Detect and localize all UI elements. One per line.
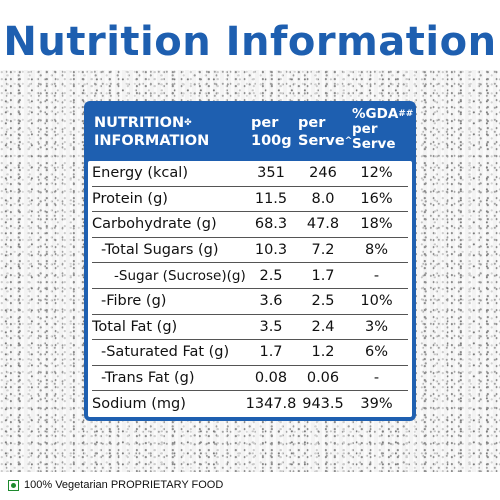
table-row: Total Fat (g) 3.5 2.4 3%	[92, 315, 408, 341]
footer: 100% Vegetarian PROPRIETARY FOOD	[8, 472, 498, 498]
value-per-100g: 11.5	[254, 190, 288, 207]
header-name-line2: INFORMATION	[94, 133, 210, 149]
header-gda-line3: Serve	[352, 136, 396, 152]
value-gda: 8%	[364, 242, 388, 259]
nutrient-name: Carbohydrate (g)	[92, 216, 217, 233]
header-serve-line1: per	[298, 115, 326, 131]
nutrient-name: -Trans Fat (g)	[101, 370, 195, 387]
page-title: Nutrition Information	[3, 19, 497, 65]
nutrient-name: -Total Sugars (g)	[101, 242, 219, 259]
value-gda: 18%	[360, 216, 393, 233]
value-per-serve: 47.8	[306, 216, 340, 233]
nutrition-table: NUTRITION✤ INFORMATION per 100g per Serv…	[84, 101, 416, 421]
nutrient-name: -Sugar (Sucrose)(g)	[114, 267, 245, 284]
value-per-serve: 8.0	[311, 190, 335, 207]
value-gda: 10%	[360, 293, 393, 310]
table-header: NUTRITION✤ INFORMATION per 100g per Serv…	[88, 105, 413, 161]
value-gda: 6%	[364, 344, 388, 361]
value-per-100g: 1.7	[259, 344, 283, 361]
header-gda-line1: %GDA	[352, 106, 399, 122]
table-row: -Trans Fat (g) 0.08 0.06 -	[92, 366, 408, 392]
value-per-serve: 943.5	[302, 396, 344, 413]
vegetarian-mark-icon	[8, 479, 19, 491]
header-nutrition-information: NUTRITION✤ INFORMATION	[94, 114, 209, 150]
value-per-serve: 1.2	[311, 344, 335, 361]
header-name-line1: NUTRITION	[94, 115, 185, 131]
value-gda: -	[373, 267, 380, 284]
nutrient-name: Total Fat (g)	[92, 318, 178, 335]
value-gda: 3%	[364, 318, 388, 335]
value-per-100g: 3.5	[259, 318, 283, 335]
header-per100-line1: per	[251, 115, 279, 131]
header-name-mark: ✤	[184, 118, 192, 128]
nutrient-name: Energy (kcal)	[92, 165, 188, 182]
value-gda: 39%	[360, 396, 393, 413]
value-per-serve: 0.06	[306, 370, 340, 387]
header-gda-line2: per	[352, 121, 378, 137]
header-per-serve: per Serve^	[298, 114, 352, 150]
nutrient-name: Sodium (mg)	[92, 396, 186, 413]
header-gda-per-serve: %GDA## per Serve	[352, 107, 413, 152]
table-body: Energy (kcal) 351 246 12% Protein (g) 11…	[88, 161, 412, 417]
header-serve-line2: Serve	[298, 133, 345, 149]
value-gda: -	[373, 370, 380, 387]
value-per-serve: 7.2	[311, 242, 335, 259]
table-row: Energy (kcal) 351 246 12%	[92, 161, 408, 187]
table-row: -Sugar (Sucrose)(g) 2.5 1.7 -	[92, 263, 408, 289]
table-row: Protein (g) 11.5 8.0 16%	[92, 187, 408, 213]
footer-text: 100% Vegetarian PROPRIETARY FOOD	[24, 479, 224, 491]
header-gda-mark: ##	[398, 109, 414, 119]
value-gda: 16%	[360, 190, 393, 207]
table-row: -Total Sugars (g) 10.3 7.2 8%	[92, 238, 408, 264]
table-row: Carbohydrate (g) 68.3 47.8 18%	[92, 212, 408, 238]
table-row: Sodium (mg) 1347.8 943.5 39%	[92, 391, 408, 417]
header-serve-mark: ^	[344, 136, 353, 146]
value-per-serve: 246	[309, 165, 337, 182]
value-per-100g: 3.6	[259, 293, 283, 310]
value-per-100g: 351	[257, 165, 285, 182]
value-per-serve: 2.4	[311, 318, 335, 335]
nutrient-name: -Fibre (g)	[101, 293, 167, 310]
value-per-100g: 68.3	[254, 216, 288, 233]
value-per-100g: 10.3	[254, 242, 288, 259]
value-per-serve: 1.7	[311, 267, 335, 284]
header-per100-line2: 100g	[251, 133, 292, 149]
value-per-100g: 2.5	[259, 267, 283, 284]
table-row: -Fibre (g) 3.6 2.5 10%	[92, 289, 408, 315]
table-row: -Saturated Fat (g) 1.7 1.2 6%	[92, 340, 408, 366]
header-per-100g: per 100g	[251, 114, 292, 150]
nutrient-name: Protein (g)	[92, 190, 168, 207]
value-per-serve: 2.5	[311, 293, 335, 310]
nutrient-name: -Saturated Fat (g)	[101, 344, 230, 361]
value-per-100g: 0.08	[254, 370, 288, 387]
value-per-100g: 1347.8	[245, 396, 297, 413]
value-gda: 12%	[360, 165, 393, 182]
